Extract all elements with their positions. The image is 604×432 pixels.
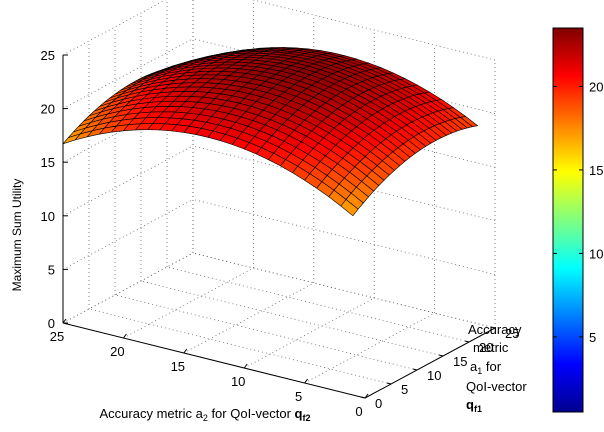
colorbar-tick-label: 10 <box>589 246 603 261</box>
gridline <box>183 282 314 354</box>
utility-surface <box>62 47 479 217</box>
z-axis-ticks: 0 5 10 15 20 25 <box>41 48 68 331</box>
gridline <box>62 91 194 163</box>
gridline <box>62 145 194 217</box>
axis-lines <box>62 55 496 399</box>
x-tick-label: 5 <box>295 389 302 404</box>
gridline <box>62 199 194 270</box>
y-tick-label: 10 <box>427 368 441 383</box>
y-tick-label: 20 <box>479 340 493 355</box>
x-tick-mark <box>243 363 248 369</box>
gridline <box>62 252 194 324</box>
svg-text:a1 for: a1 for <box>470 359 502 376</box>
y-tick-label: 5 <box>401 382 408 397</box>
x-tick-label: 0 <box>355 404 362 419</box>
gridline <box>304 312 435 384</box>
y-tick-label: 15 <box>453 354 467 369</box>
colorbar-ticks: 5 10 15 20 <box>553 79 603 345</box>
x-tick-label: 15 <box>171 359 185 374</box>
y-tick-mark <box>360 396 366 399</box>
gridline <box>166 266 470 343</box>
x-tick-mark <box>123 333 127 339</box>
y-tick-label: 25 <box>505 326 519 341</box>
y-tick-mark <box>490 326 496 329</box>
x-tick-mark <box>304 378 309 384</box>
y-tick-mark <box>464 340 470 343</box>
y-tick-mark <box>438 354 444 357</box>
x-tick-mark <box>364 393 369 399</box>
x-tick-mark <box>62 318 67 324</box>
y-axis-ticks: 0 5 10 15 20 25 <box>360 326 519 411</box>
x-tick-label: 20 <box>110 344 124 359</box>
surface-patch <box>340 199 359 217</box>
z-tick-label: 0 <box>48 316 55 331</box>
z-tick-label: 10 <box>41 209 55 224</box>
x-tick-label: 10 <box>231 374 245 389</box>
gridline <box>192 199 496 275</box>
svg-text:metric: metric <box>473 340 509 355</box>
z-tick-label: 20 <box>41 102 55 117</box>
colorbar <box>552 27 584 413</box>
y-axis-line <box>364 327 496 399</box>
gridline <box>88 308 392 385</box>
svg-text:QoI-vector: QoI-vector <box>466 379 527 394</box>
svg-text:Accuracy: Accuracy <box>468 322 522 337</box>
gridline <box>62 0 166 56</box>
gridline <box>62 38 194 109</box>
z-tick-label: 25 <box>41 48 55 63</box>
y-tick-label: 0 <box>375 396 382 411</box>
y-tick-mark <box>412 368 418 371</box>
svg-text:qf1: qf1 <box>466 397 482 414</box>
x-axis-ticks: 0 5 10 15 20 25 <box>50 318 369 419</box>
x-axis-line <box>62 322 366 399</box>
gridline <box>114 294 418 371</box>
colorbar-tick-label: 20 <box>589 79 603 94</box>
z-axis-label: Maximum Sum Utility <box>10 179 24 292</box>
gridline <box>192 252 496 329</box>
z-tick-label: 5 <box>48 262 55 277</box>
x-axis-label: Accuracy metric a2 for QoI-vector qf2 <box>100 406 311 423</box>
y-tick-mark <box>386 382 392 385</box>
gridline <box>62 252 194 324</box>
y-axis-label: Accuracy metric a1 for QoI-vector qf1 <box>466 322 527 414</box>
gridline <box>123 267 254 339</box>
x-tick-mark <box>183 348 188 354</box>
colorbar-tick-label: 15 <box>589 163 603 178</box>
x-tick-label: 25 <box>50 329 64 344</box>
gridline <box>140 280 444 357</box>
gridline <box>244 297 375 369</box>
colorbar-tick-label: 5 <box>589 330 596 345</box>
z-tick-label: 15 <box>41 155 55 170</box>
